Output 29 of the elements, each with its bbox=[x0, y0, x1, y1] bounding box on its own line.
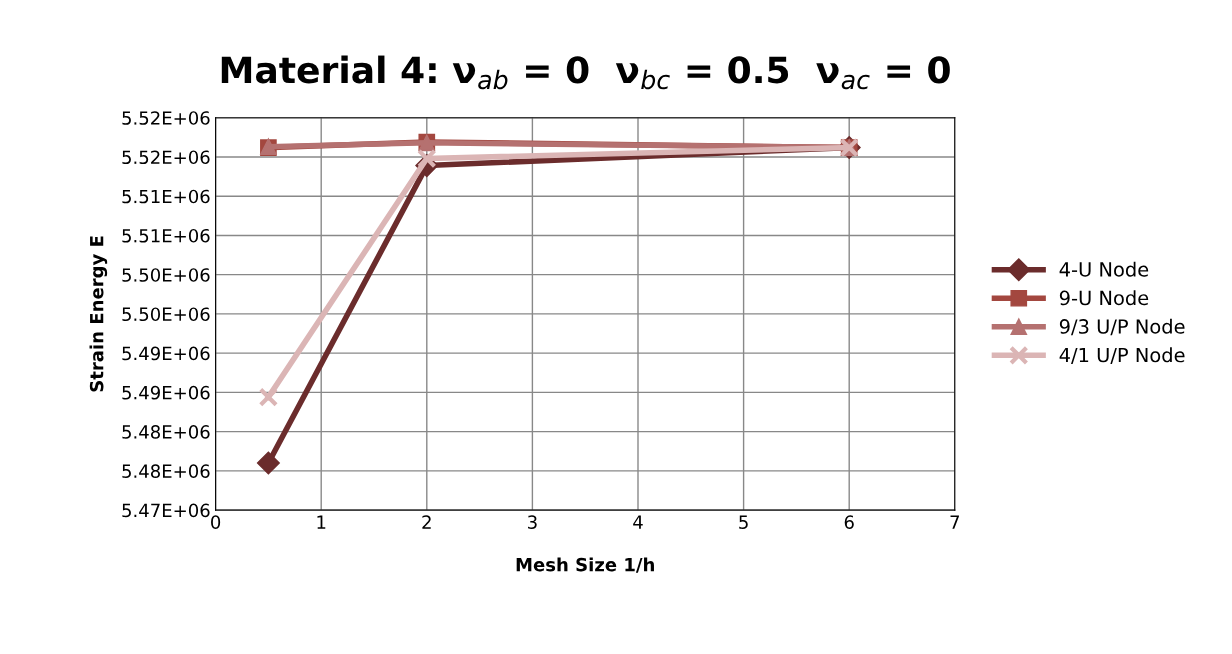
legend-label: 9/3 U/P Node bbox=[1059, 318, 1185, 336]
legend-label: 4/1 U/P Node bbox=[1059, 347, 1185, 364]
y-tick-label: 5.48E+06 bbox=[122, 425, 210, 439]
legend-label: 9-U Node bbox=[1059, 290, 1149, 306]
x-tick-label: 5 bbox=[739, 515, 748, 529]
y-axis-title: Strain Energy E bbox=[89, 236, 108, 392]
point bbox=[258, 387, 279, 407]
legend-label: 4-U Node bbox=[1059, 261, 1149, 277]
y-tick-label: 5.49E+06 bbox=[122, 346, 210, 361]
y-tick-label: 5.51E+06 bbox=[122, 228, 210, 243]
x-tick-label: 2 bbox=[422, 515, 431, 529]
x-tick-label: 1 bbox=[317, 515, 326, 529]
y-tick-label: 5.49E+06 bbox=[122, 385, 210, 400]
x-tick-label: 7 bbox=[950, 515, 959, 529]
x-tick-label: 0 bbox=[211, 515, 221, 529]
chart-title: Material 4: ν$_{ab}$ = 0 ν$_{bc}$ = 0.5 ν$_{ac}$ = 0 bbox=[221, 55, 950, 90]
y-tick-label: 5.50E+06 bbox=[122, 307, 210, 322]
y-tick-label: 5.52E+06 bbox=[122, 150, 210, 165]
y-tick-label: 5.50E+06 bbox=[122, 268, 210, 282]
x-tick-label: 4 bbox=[633, 515, 643, 529]
y-tick-label: 5.47E+06 bbox=[122, 503, 210, 518]
point bbox=[256, 451, 280, 475]
x-axis-title: Mesh Size 1/h bbox=[516, 557, 654, 573]
point bbox=[417, 148, 437, 169]
x-tick-label: 3 bbox=[528, 515, 537, 529]
y-tick-label: 5.52E+06 bbox=[122, 111, 210, 125]
y-tick-label: 5.51E+06 bbox=[122, 189, 210, 204]
y-tick-label: 5.48E+06 bbox=[122, 464, 210, 478]
x-tick-label: 6 bbox=[844, 515, 854, 529]
